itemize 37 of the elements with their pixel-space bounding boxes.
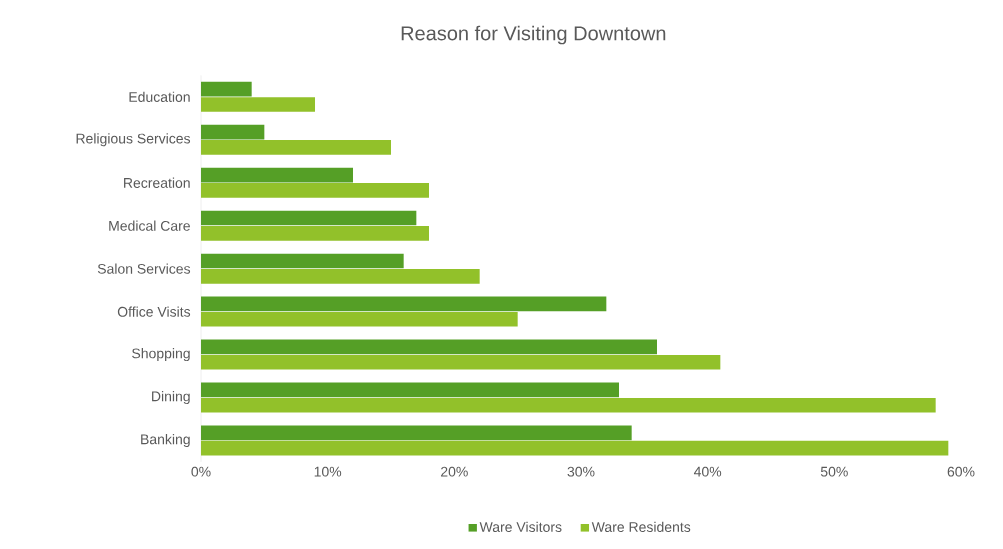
- y-tick-label: Medical Care: [109, 220, 190, 231]
- bar: [201, 210, 417, 226]
- bar: [201, 397, 936, 413]
- y-tick-label: Banking: [141, 433, 190, 448]
- y-tick-label: Salon Services: [97, 263, 191, 274]
- y-tick-label: Shopping: [132, 348, 190, 362]
- bar: [201, 440, 949, 456]
- x-tick-label: 40%: [693, 466, 722, 477]
- y-tick-label: Education: [129, 91, 190, 102]
- bar: [201, 296, 607, 312]
- x-tick-label: 50%: [820, 466, 848, 477]
- bar: [201, 382, 619, 398]
- y-tick-label: Recreation: [124, 177, 190, 188]
- bar: [201, 81, 252, 97]
- bar: [201, 425, 632, 441]
- bar: [201, 311, 518, 327]
- bar: [201, 339, 657, 355]
- bar: [201, 124, 265, 140]
- x-tick-label: 20%: [441, 466, 468, 477]
- x-tick-label: 0%: [191, 466, 211, 477]
- y-tick-label: Religious Services: [76, 133, 191, 147]
- chart-title: Reason for Visiting Downtown: [401, 25, 666, 45]
- y-tick-label: Dining: [152, 391, 190, 405]
- bar: [201, 183, 430, 198]
- y-tick-label: Office Visits: [117, 306, 191, 317]
- bar: [201, 253, 404, 269]
- x-tick-label: 60%: [947, 466, 975, 477]
- legend-label: Ware Residents: [591, 521, 691, 533]
- bar: [201, 226, 430, 241]
- bar: [201, 97, 316, 112]
- x-tick-label: 30%: [567, 466, 595, 477]
- bar: [201, 167, 353, 183]
- x-tick-label: 10%: [314, 466, 342, 477]
- bar: [201, 354, 721, 370]
- bar: [201, 268, 480, 284]
- bar: [201, 140, 391, 155]
- legend-label: Ware Visitors: [479, 521, 562, 533]
